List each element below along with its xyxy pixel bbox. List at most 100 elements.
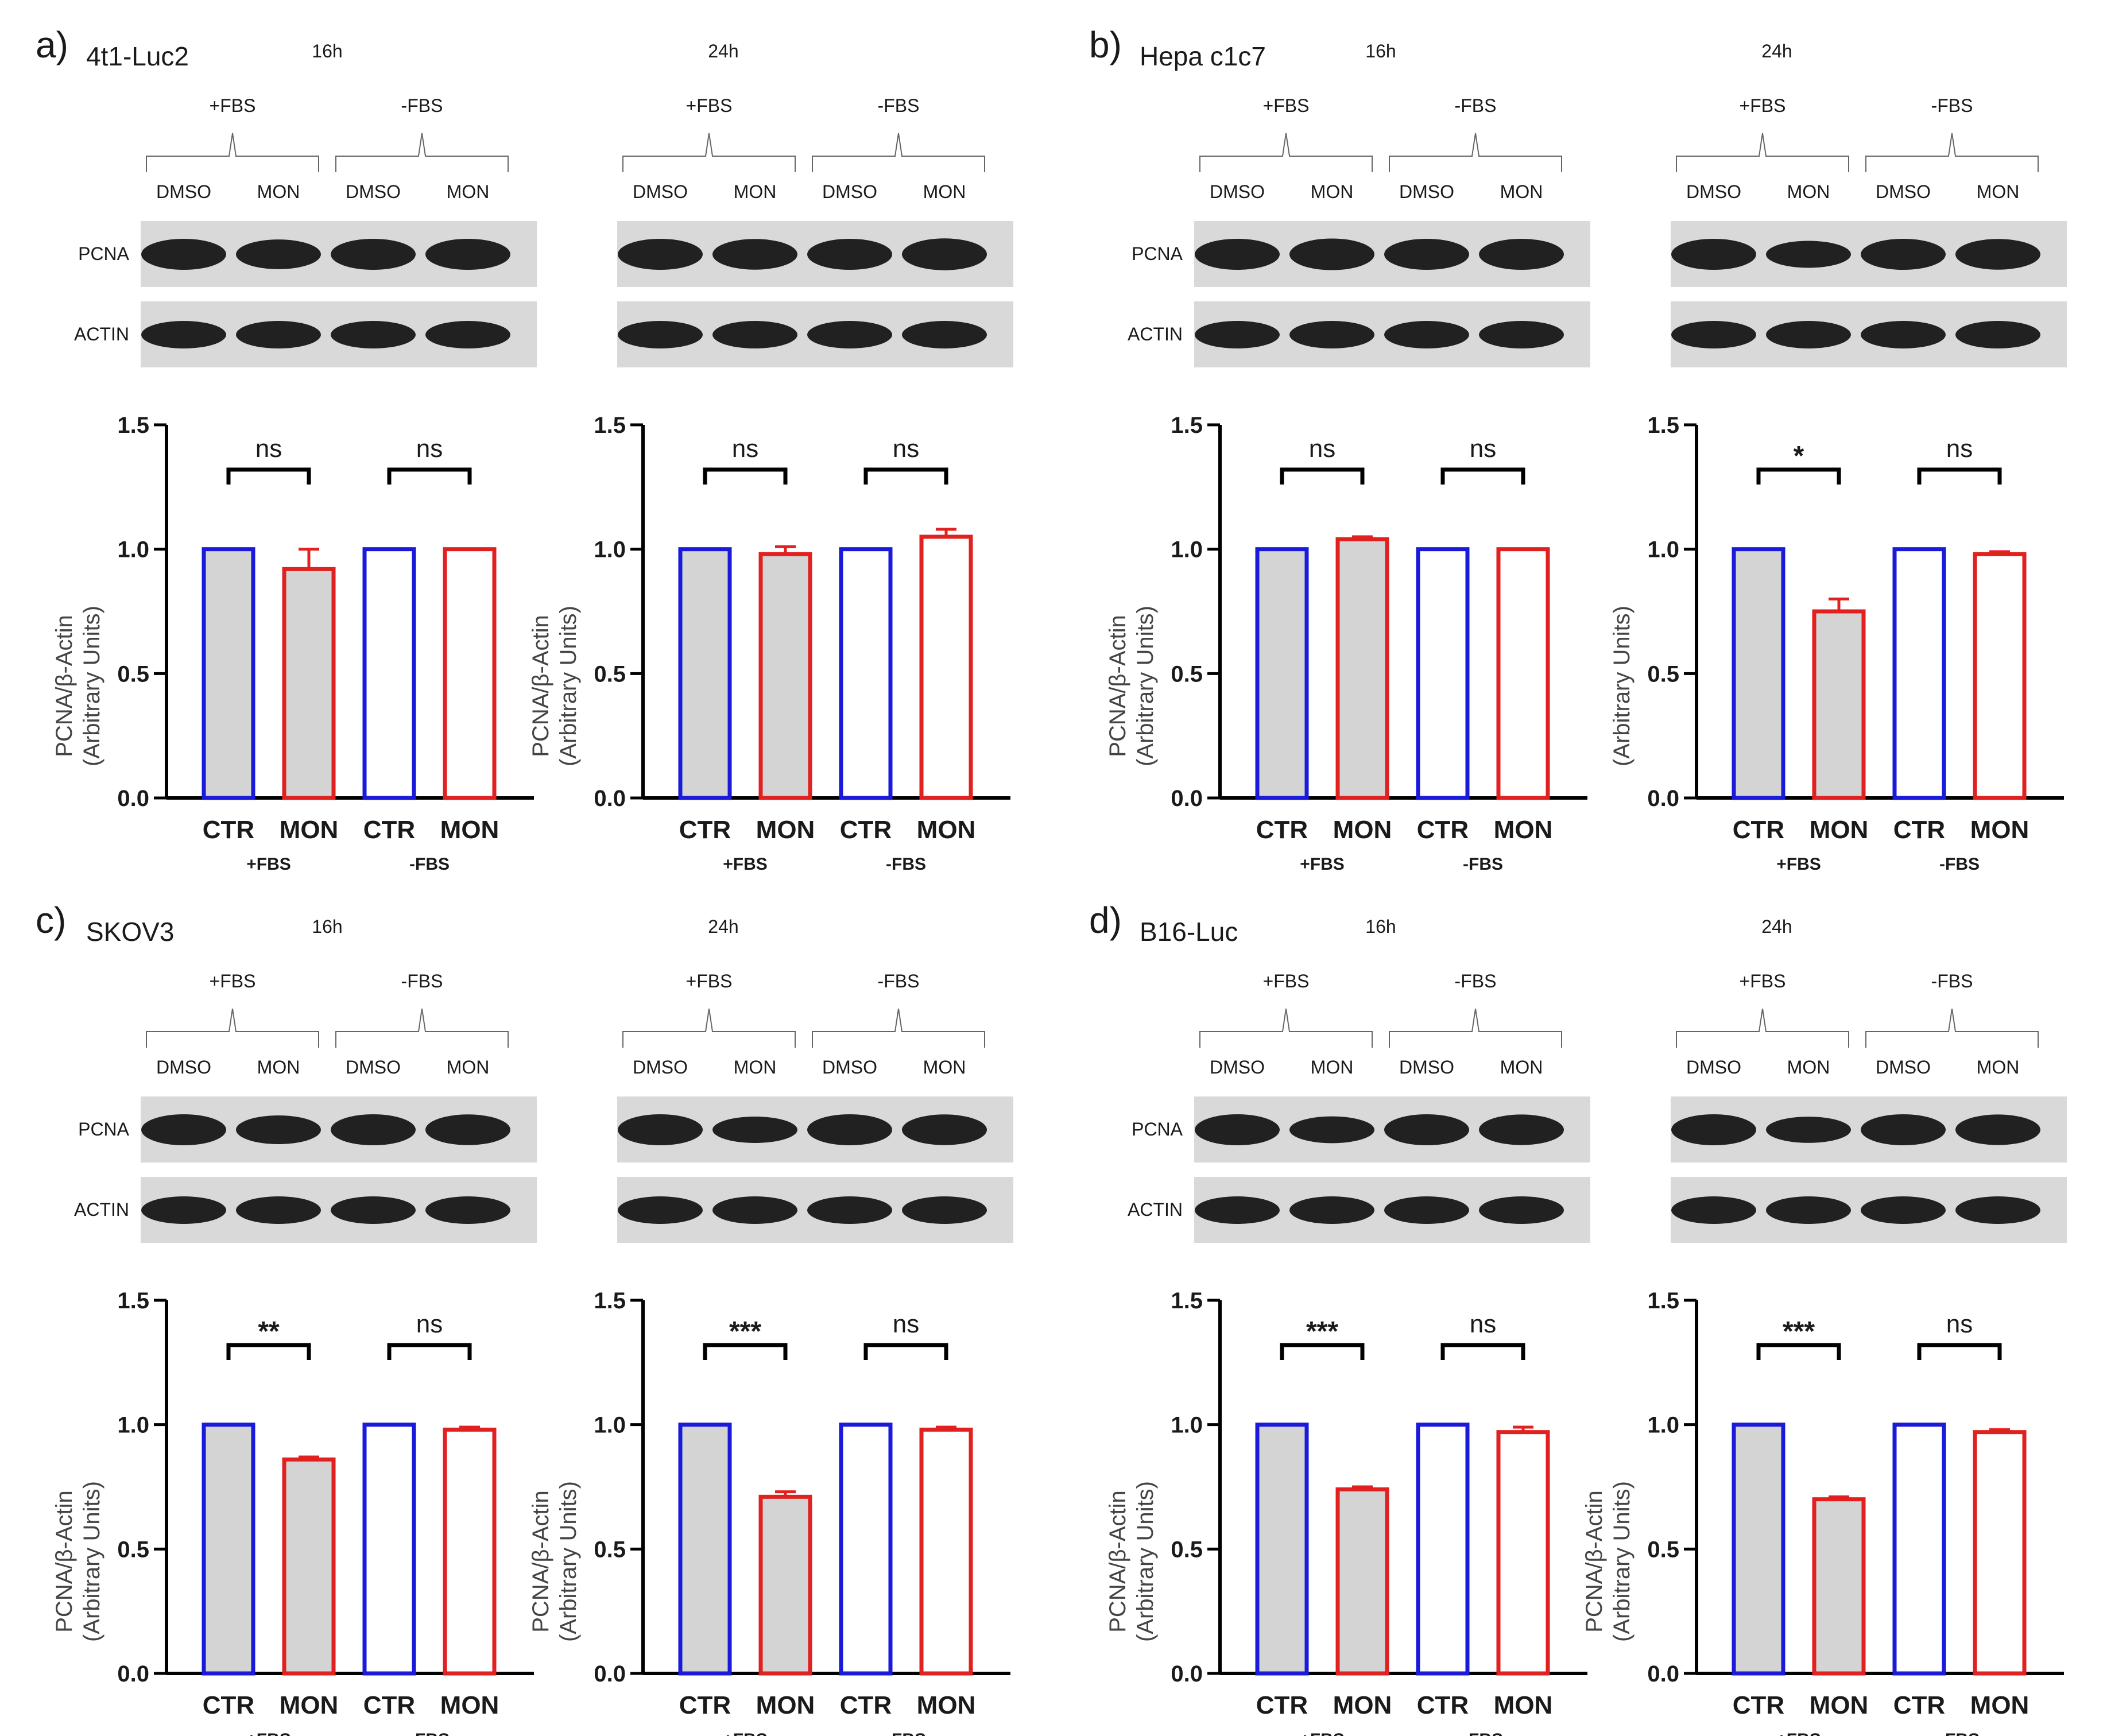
bar-chart: 0.0 0.5 1.0 1.5 PCNA/β-Actin (Arbitrary Units… [528,1288,1010,1736]
panel-a: a) 4t1-Luc2 16h +FBS -FBS DMSO MON DMSO MON PCNA A… [36,24,1013,874]
lane-label: DMSO [1210,1057,1265,1078]
significance-bracket [226,467,311,485]
x-tick-label: CTR [1417,1691,1469,1719]
blot-band [331,239,416,270]
y-tick-label: 0.5 [1647,1537,1679,1562]
blot-band [902,238,987,270]
blot-band [1861,1114,1946,1145]
y-axis-label: PCNA/β-Actin [1582,1490,1607,1633]
significance-bracket [1280,1343,1365,1360]
bar-ctr [362,1423,416,1676]
bar-mon [1496,547,1550,800]
group-brace [1199,133,1373,172]
pcna-blot-strip [1194,221,1590,287]
y-tick-label: 1.5 [1171,1288,1203,1313]
y-tick-label: 1.5 [594,1288,626,1313]
blot-band [1766,1117,1851,1143]
y-axis-label-units: (Arbitrary Units) [556,606,581,766]
group-label: +FBS [1740,971,1786,991]
y-axis-label-units: (Arbitrary Units) [1133,1481,1158,1642]
significance-bracket [226,1343,311,1360]
blot-band [1766,241,1851,268]
blot-band [1289,238,1374,270]
significance-bracket [1280,467,1365,485]
blot-band [425,1114,510,1145]
bar-ctr [1732,1423,1785,1676]
bar-mon [1812,1497,1866,1676]
time-label: 24h [708,916,738,937]
group-label: -FBS [1455,971,1497,991]
bar-chart: 0.0 0.5 1.0 1.5 PCNA/β-Actin (Arbitrary Units… [1582,1288,2064,1736]
blot-band [1955,1114,2040,1145]
x-tick-label: MON [1810,1691,1869,1719]
bar-mon [282,1457,336,1676]
blot-band [902,1196,987,1224]
x-group-label: -FBS [1939,855,1980,874]
bar-mon [282,567,336,800]
lane-label: DMSO [822,1057,877,1078]
y-tick-label: 1.5 [1171,413,1203,438]
time-label: 16h [312,41,342,61]
cell-line-title: SKOV3 [86,917,174,947]
lane-label: MON [447,1057,490,1078]
significance-label: ns [1470,435,1496,463]
x-group-label: +FBS [1300,855,1345,874]
y-tick-label: 0.0 [1647,1661,1679,1687]
pcna-blot-strip [1194,1096,1590,1162]
x-tick-label: CTR [363,1691,415,1719]
timepoint-16h: 16h +FBS -FBS DMSO MON DMSO MON PCNA ACTIN 0.0 0.5… [52,916,537,1736]
bar-mon [1335,1487,1389,1676]
significance-label: *** [1306,1316,1338,1347]
group-brace [1676,1008,1849,1048]
blot-band [1861,239,1946,270]
blot-band [712,1117,797,1143]
lane-label: DMSO [633,1057,688,1078]
significance-bracket [863,467,948,485]
bar-ctr [1892,547,1946,800]
significance-label: ns [893,435,919,463]
y-axis-label: PCNA/β-Actin [528,1490,553,1633]
y-tick-label: 1.0 [594,1413,626,1438]
lane-label: DMSO [1876,1057,1931,1078]
panel-letter: b) [1089,24,1122,65]
bar-chart: 0.0 0.5 1.0 1.5 PCNA/β-Actin (Arbitrary Units… [1105,413,1587,874]
group-label: -FBS [1931,95,1973,116]
x-tick-label: MON [280,816,339,844]
blot-band [1766,321,1851,348]
bar-ctr [202,1423,255,1676]
blot-band [807,321,892,348]
group-brace [1199,1008,1373,1048]
blot-band [236,239,321,269]
lane-label: DMSO [1876,181,1931,202]
y-tick-label: 0.0 [594,786,626,811]
y-tick-label: 1.5 [1647,1288,1679,1313]
timepoint-24h: 24h +FBS -FBS DMSO MON DMSO MON 0.0 0.5 1.0 1.5 PCN… [528,916,1013,1736]
actin-blot-strip [1671,301,2067,367]
significance-bracket [1440,1343,1525,1360]
bar-ctr [202,547,255,800]
x-tick-label: CTR [840,1691,892,1719]
significance-label: ns [732,435,758,463]
lane-label: MON [1977,1057,2020,1078]
bar-mon [1496,1430,1550,1676]
blot-band [425,1196,510,1224]
blot-band [1195,321,1280,348]
x-tick-label: MON [917,816,976,844]
y-tick-label: 1.0 [1171,537,1203,563]
group-label: +FBS [1740,95,1786,116]
lane-label: DMSO [1686,1057,1741,1078]
group-label: +FBS [1263,971,1310,991]
y-axis-label: PCNA/β-Actin [52,1490,77,1633]
lane-label: DMSO [633,181,688,202]
y-axis-label-units: (Arbitrary Units) [556,1481,581,1642]
y-tick-label: 1.5 [594,413,626,438]
blot-band [1289,321,1374,348]
lane-label: DMSO [156,181,211,202]
actin-blot-strip [1194,301,1590,367]
pcna-row-label: PCNA [1132,1119,1183,1140]
blot-band [902,321,987,348]
actin-blot-strip [1671,1177,2067,1243]
bar-mon [443,1427,497,1676]
blot-band [1289,1116,1374,1144]
group-label: +FBS [210,971,256,991]
